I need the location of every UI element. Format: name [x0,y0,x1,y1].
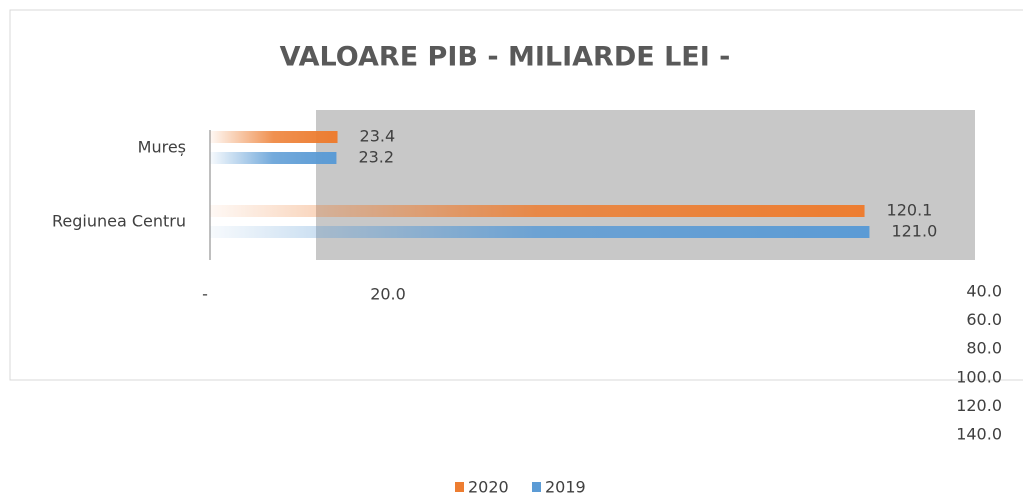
x-tick-label: 60.0 [966,310,1002,329]
x-tick-label: - [202,285,208,304]
category-label: Regiunea Centru [52,212,186,231]
chart-title: VALOARE PIB - MILIARDE LEI - [280,42,731,73]
bar [210,226,870,238]
x-tick-label: 120.0 [956,396,1002,415]
data-label: 121.0 [891,222,937,241]
bar [210,205,865,217]
bar [210,131,338,143]
legend-label: 2019 [545,478,586,497]
x-tick-label: 20.0 [370,285,406,304]
bar [210,152,337,164]
x-tick-label: 80.0 [966,339,1002,358]
data-label: 23.2 [358,148,394,167]
x-tick-label: 100.0 [956,367,1002,386]
data-label: 23.4 [360,127,396,146]
legend-swatch [455,482,464,492]
x-tick-label: 40.0 [966,282,1002,301]
legend-label: 2020 [468,478,509,497]
category-label: Mureș [138,138,186,157]
legend-swatch [532,482,541,492]
data-label: 120.1 [887,201,933,220]
x-tick-label: 140.0 [956,425,1002,444]
